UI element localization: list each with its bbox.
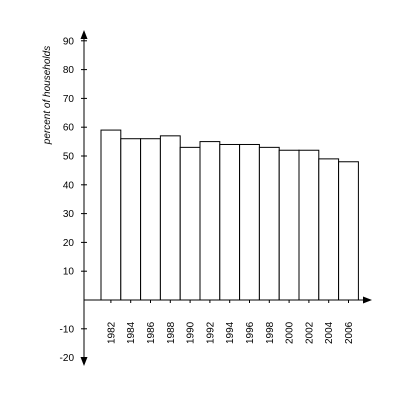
x-tick-label: 2004 — [324, 321, 335, 344]
x-tick-label: 1988 — [166, 321, 177, 344]
y-tick-label: 30 — [63, 209, 75, 220]
bar-2004 — [318, 158, 340, 301]
y-tick-label: -20 — [60, 353, 75, 364]
bar-1982 — [100, 129, 122, 301]
y-tick-label: -10 — [60, 324, 75, 335]
bars-group — [100, 129, 359, 301]
y-ticks-group: -20 -10 10 20 30 40 50 60 70 80 90 — [60, 36, 87, 364]
x-ticks-group: 1982 1984 1986 1988 1990 1992 1994 1996 1998 2000… — [106, 300, 355, 344]
bar-1996 — [239, 143, 260, 301]
bar-2000 — [278, 149, 300, 301]
bar-1986 — [140, 138, 161, 301]
bar-1988 — [159, 135, 181, 301]
x-tick-label: 1982 — [106, 321, 117, 344]
x-tick-label: 2002 — [304, 321, 315, 344]
x-tick-label: 1994 — [225, 321, 236, 344]
bar-1992 — [199, 141, 221, 301]
y-tick-label: 10 — [63, 267, 75, 278]
x-tick-label: 1998 — [265, 321, 276, 344]
y-axis-arrow-up-icon — [80, 30, 88, 39]
y-tick-label: 20 — [63, 238, 75, 249]
bar-2002 — [298, 149, 320, 301]
x-tick-label: 1996 — [245, 321, 256, 344]
x-tick-label: 2006 — [344, 321, 355, 344]
bar-2006 — [338, 161, 359, 301]
x-tick-label: 2000 — [285, 321, 296, 344]
bar-1998 — [258, 146, 280, 301]
x-axis-arrow-right-icon — [363, 296, 372, 304]
x-tick-label: 1990 — [186, 321, 197, 344]
x-tick-label: 1986 — [146, 321, 157, 344]
y-tick-label: 70 — [63, 94, 75, 105]
y-axis-arrow-down-icon — [80, 357, 88, 366]
y-tick-label: 80 — [63, 65, 75, 76]
y-axis-label: percent of households — [42, 46, 53, 145]
bar-1994 — [219, 143, 241, 301]
y-tick-label: 50 — [63, 152, 75, 163]
x-tick-label: 1984 — [126, 321, 137, 344]
y-tick-label: 60 — [63, 123, 75, 134]
x-tick-label: 1992 — [205, 321, 216, 344]
bar-1990 — [179, 146, 201, 301]
y-tick-label: 40 — [63, 180, 75, 191]
bar-1984 — [120, 138, 142, 301]
y-tick-label: 90 — [63, 36, 75, 47]
